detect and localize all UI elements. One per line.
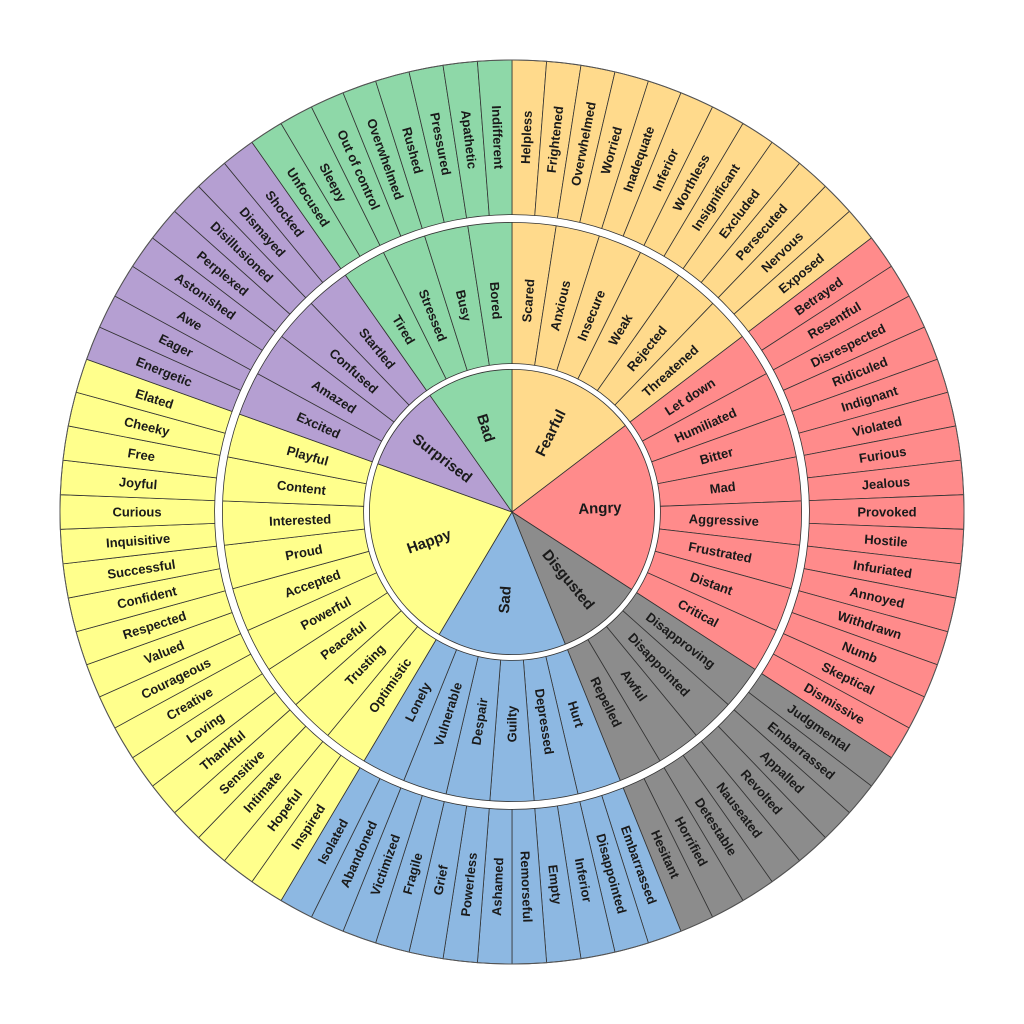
outer-label: Grief: [430, 863, 451, 896]
core-label: Sad: [496, 585, 515, 614]
middle-label: Despair: [469, 697, 491, 746]
outer-label: Ashamed: [489, 857, 506, 916]
outer-label: Powerless: [458, 852, 480, 918]
outer-label: Joyful: [118, 474, 157, 492]
middle-label: Scared: [519, 278, 537, 322]
middle-label: Content: [276, 477, 327, 498]
outer-label: Helpless: [518, 110, 535, 164]
outer-label: Empty: [545, 864, 565, 906]
middle-label: Bored: [487, 281, 505, 320]
wheel-outline: [59, 59, 965, 965]
outer-label: Jealous: [861, 474, 910, 493]
outer-label: Provoked: [857, 505, 916, 520]
middle-label: Mad: [709, 479, 737, 497]
middle-label: Aggressive: [689, 511, 760, 529]
segments: [59, 59, 965, 965]
outer-label: Curious: [112, 505, 161, 520]
outer-label: Free: [127, 445, 156, 464]
ring-separator: [215, 215, 809, 809]
middle-label: Proud: [284, 541, 324, 563]
outer-label: Inquisitive: [105, 531, 170, 551]
core-label: Angry: [578, 499, 623, 518]
ring-separator: [364, 364, 660, 660]
outer-label: Indifferent: [489, 105, 506, 170]
outer-label: Hostile: [864, 532, 908, 550]
outer-label: Apathetic: [458, 109, 480, 170]
outer-label: Remorseful: [517, 851, 535, 923]
middle-label: Busy: [453, 288, 475, 323]
middle-label: Guilty: [505, 705, 520, 743]
middle-label: Interested: [269, 511, 332, 528]
outer-label: Furious: [858, 444, 907, 466]
